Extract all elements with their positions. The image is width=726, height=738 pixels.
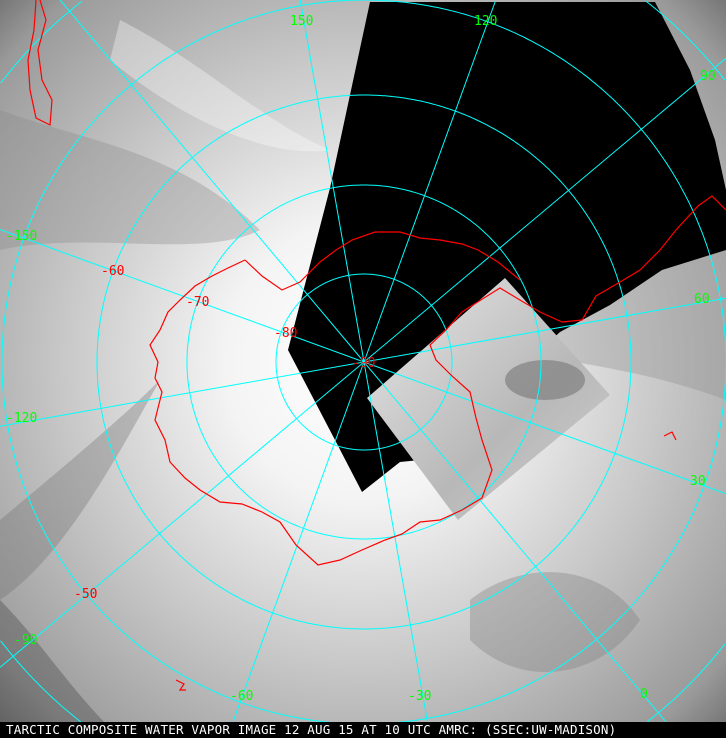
meridian-line xyxy=(0,229,365,363)
longitude-label: 120 xyxy=(474,14,497,29)
longitude-label: -90 xyxy=(14,633,37,648)
latitude-label: -50 xyxy=(74,587,97,602)
longitude-label: -30 xyxy=(408,689,431,704)
longitude-label: 60 xyxy=(694,292,710,307)
coastline xyxy=(27,0,726,691)
meridian-line xyxy=(363,297,726,363)
meridian-line xyxy=(0,361,365,427)
meridian-line xyxy=(299,0,365,363)
meridian-line xyxy=(363,361,726,495)
longitude-label: 90 xyxy=(700,69,716,84)
longitude-label: -120 xyxy=(6,411,37,426)
meridian-line xyxy=(226,361,365,738)
longitude-label: 150 xyxy=(290,14,313,29)
composite-inset-tile xyxy=(367,278,610,520)
longitude-label: 0 xyxy=(640,687,648,702)
meridian-line xyxy=(0,361,365,668)
longitude-label: -150 xyxy=(6,229,37,244)
latitude-circle xyxy=(186,184,542,540)
latitude-circle xyxy=(275,273,453,451)
longitude-label: -60 xyxy=(230,689,253,704)
no-data-sector xyxy=(288,2,726,492)
meridian-line xyxy=(363,361,431,738)
latitude-label: -90 xyxy=(352,356,375,371)
latitude-label: -70 xyxy=(186,295,209,310)
grid-labels: 0 30 60 90 120 150 -150 -120 -90 -60 -30 -50 -60 -70 -… xyxy=(6,14,716,704)
meridian-line xyxy=(59,0,365,363)
meridian-line xyxy=(363,361,680,738)
latitude-label: -60 xyxy=(101,264,124,279)
latitude-circle xyxy=(96,94,632,630)
vortex-feature xyxy=(505,360,585,400)
meridian-line xyxy=(363,0,497,363)
longitude-label: 30 xyxy=(690,474,706,489)
image-caption: TARCTIC COMPOSITE WATER VAPOR IMAGE 12 A… xyxy=(0,722,726,738)
meridian-line xyxy=(363,57,726,363)
latitude-label: -80 xyxy=(274,326,297,341)
